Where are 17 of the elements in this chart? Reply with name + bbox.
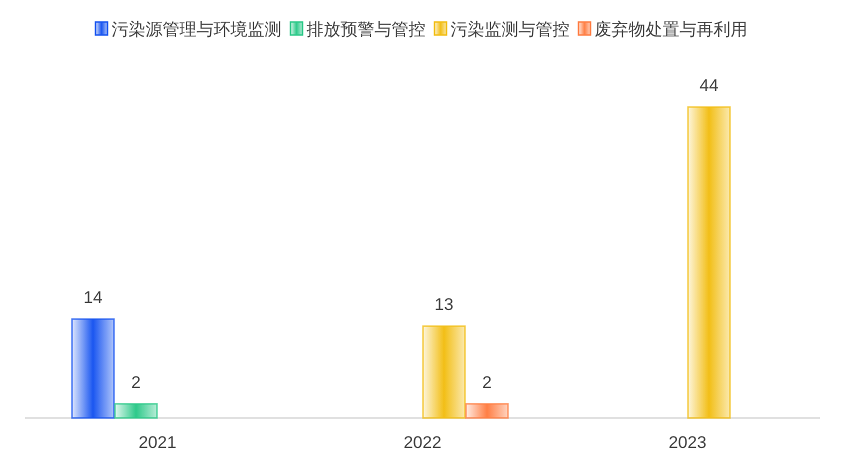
legend-label: 排放预警与管控 bbox=[306, 20, 426, 39]
legend-label: 废弃物处置与再利用 bbox=[594, 20, 748, 39]
data-label: 2 bbox=[482, 372, 492, 392]
bar bbox=[114, 403, 158, 419]
bar bbox=[465, 403, 509, 419]
legend-label: 污染监测与管控 bbox=[450, 20, 570, 39]
x-tick-label: 2021 bbox=[138, 433, 176, 452]
data-label: 2 bbox=[131, 372, 141, 392]
x-tick-label: 2022 bbox=[404, 433, 442, 452]
x-tick-label: 2023 bbox=[668, 433, 706, 452]
data-label: 13 bbox=[434, 295, 454, 314]
bar bbox=[422, 325, 466, 419]
bar bbox=[687, 106, 731, 419]
data-label: 44 bbox=[700, 76, 718, 95]
data-label: 14 bbox=[84, 288, 102, 308]
bar bbox=[71, 318, 115, 419]
legend-label: 污染源管理与环境监测 bbox=[112, 20, 282, 39]
